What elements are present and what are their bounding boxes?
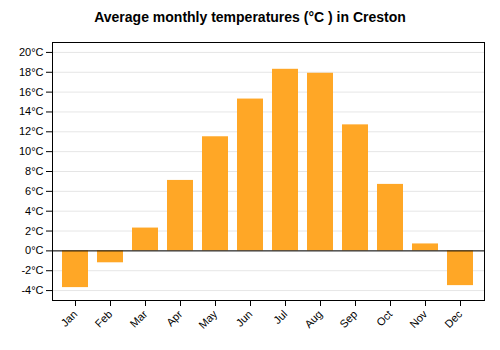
svg-text:14°C: 14°C (19, 105, 44, 117)
svg-text:Jan: Jan (58, 308, 79, 329)
svg-text:16°C: 16°C (19, 86, 44, 98)
svg-text:0°C: 0°C (25, 244, 44, 256)
svg-text:2°C: 2°C (25, 225, 44, 237)
svg-text:10°C: 10°C (19, 145, 44, 157)
svg-text:Mar: Mar (128, 308, 150, 330)
svg-text:4°C: 4°C (25, 205, 44, 217)
svg-text:Dec: Dec (442, 307, 465, 330)
svg-text:Apr: Apr (164, 308, 185, 329)
svg-text:8°C: 8°C (25, 165, 44, 177)
svg-text:12°C: 12°C (19, 125, 44, 137)
svg-text:Aug: Aug (302, 308, 324, 330)
svg-text:Sep: Sep (337, 308, 359, 330)
svg-text:6°C: 6°C (25, 185, 44, 197)
svg-text:Jul: Jul (271, 308, 289, 326)
svg-text:18°C: 18°C (19, 66, 44, 78)
html-text:Average monthly temperatures (: Average monthly temperatures (°C ) in Cr… (94, 9, 406, 25)
svg-text:Oct: Oct (374, 308, 395, 329)
svg-text:Nov: Nov (407, 307, 430, 330)
svg-text:Feb: Feb (93, 308, 115, 330)
svg-text:May: May (196, 307, 220, 331)
svg-text:Jun: Jun (233, 308, 254, 329)
svg-text:-2°C: -2°C (21, 264, 43, 276)
svg-text:20°C: 20°C (19, 46, 44, 58)
svg-text:-4°C: -4°C (21, 284, 43, 296)
